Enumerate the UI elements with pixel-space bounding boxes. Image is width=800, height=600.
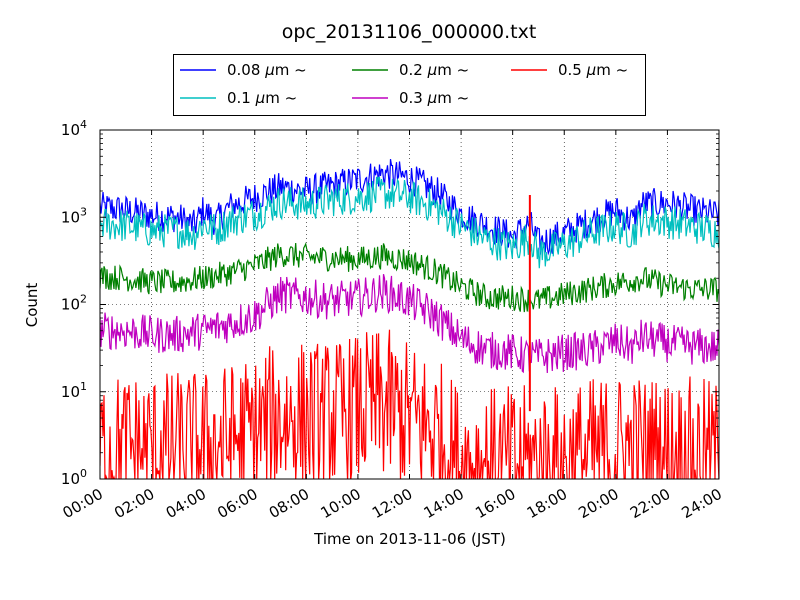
x-tick-label: 14:00 — [421, 485, 467, 522]
y-tick-label: 102 — [61, 293, 87, 314]
x-axis-label: Time on 2013-11-06 (JST) — [313, 530, 506, 548]
legend-label-2: 0.2 μm ~ — [399, 61, 469, 79]
y-axis-label: Count — [23, 283, 41, 328]
legend-label-0: 0.08 μm ~ — [227, 61, 307, 79]
y-tick-label: 103 — [61, 205, 87, 226]
series-layer — [100, 159, 719, 479]
ticks — [99, 129, 720, 480]
legend-label-3: 0.3 μm ~ — [399, 89, 469, 107]
x-tick-label: 16:00 — [472, 485, 518, 522]
legend: 0.08 μm ~ 0.1 μm ~ 0.2 μm ~ 0.3 μm ~ 0.5 μm … — [173, 54, 646, 116]
legend-label-4: 0.5 μm ~ — [558, 61, 628, 79]
x-tick-label: 18:00 — [524, 485, 570, 522]
y-tick-label: 101 — [61, 380, 87, 401]
x-tick-label: 22:00 — [627, 485, 673, 522]
x-tick-label: 08:00 — [266, 485, 312, 522]
x-tick-label: 06:00 — [214, 485, 260, 522]
series-line-4 — [100, 329, 719, 479]
x-tick-label: 12:00 — [369, 485, 415, 522]
y-tick-label: 104 — [61, 118, 87, 139]
series-line-2 — [100, 242, 719, 313]
x-tick-label: 20:00 — [575, 485, 621, 522]
plot-area — [99, 129, 720, 480]
chart-title: opc_20131106_000000.txt — [282, 21, 537, 43]
y-tick-label: 100 — [61, 467, 87, 488]
x-tick-label: 10:00 — [317, 485, 363, 522]
x-tick-label: 02:00 — [111, 485, 157, 522]
legend-frame — [173, 54, 646, 116]
legend-label-1: 0.1 μm ~ — [227, 89, 297, 107]
x-tick-label: 00:00 — [60, 485, 106, 522]
x-tick-label: 24:00 — [679, 485, 725, 522]
series-line-3 — [100, 273, 719, 374]
series-line-1 — [100, 176, 719, 269]
x-tick-label: 04:00 — [163, 485, 209, 522]
